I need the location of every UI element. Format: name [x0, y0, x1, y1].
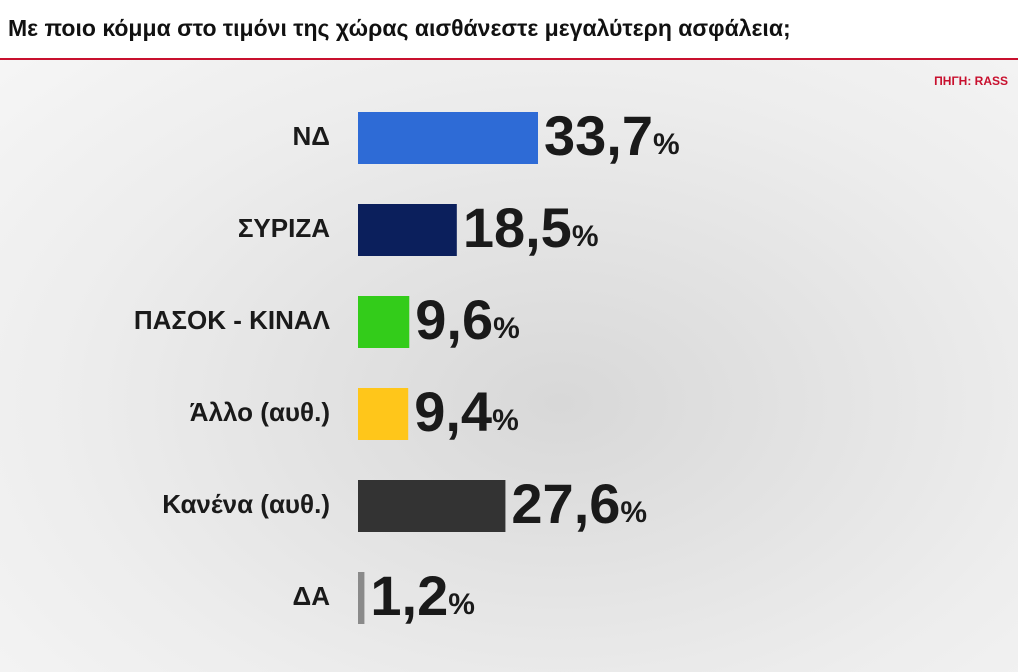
bar: [358, 480, 506, 532]
value-label: 9,4%: [414, 380, 519, 443]
source: ΠΗΓΗ: RASS: [934, 74, 1008, 88]
category-label: Κανένα (αυθ.): [162, 489, 330, 519]
bar: [358, 296, 410, 348]
value-label: 27,6%: [511, 472, 647, 535]
category-label: ΔΑ: [293, 581, 331, 611]
bar: [358, 112, 538, 164]
bar: [358, 572, 365, 624]
value-label: 9,6%: [415, 288, 520, 351]
category-label: ΠΑΣΟΚ - ΚΙΝΑΛ: [134, 305, 331, 335]
value-label: 18,5%: [463, 196, 599, 259]
value-label: 1,2%: [370, 564, 475, 627]
value-label: 33,7%: [544, 104, 680, 167]
chart-title: Με ποιο κόμμα στο τιμόνι της χώρας αισθά…: [8, 15, 791, 41]
category-label: ΣΥΡΙΖΑ: [238, 213, 330, 243]
bar: [358, 204, 457, 256]
header: [0, 0, 1018, 58]
category-label: Άλλο (αυθ.): [190, 397, 330, 427]
bar: [358, 388, 409, 440]
category-label: ΝΔ: [293, 121, 330, 151]
